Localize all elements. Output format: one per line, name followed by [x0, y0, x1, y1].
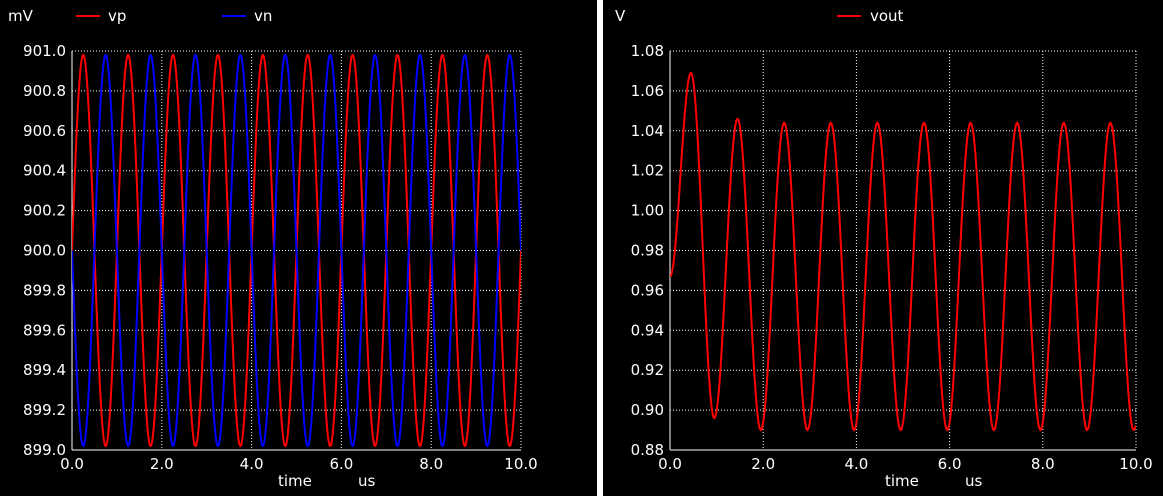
y-tick-label: 899.0: [23, 441, 66, 459]
x-tick-label: 6.0: [938, 455, 962, 473]
x-tick-label: 0.0: [658, 455, 682, 473]
x-tick-label: 2.0: [751, 455, 775, 473]
y-tick-label: 899.8: [23, 281, 66, 299]
x-tick-label: 6.0: [329, 455, 353, 473]
y-tick-label: 0.92: [631, 361, 664, 379]
x-tick-label: 10.0: [504, 455, 537, 473]
y-tick-label: 900.6: [23, 122, 66, 140]
chart-panel-vp-vn: mV vp vn time us 899.0 899.2 899.4 899.6 899…: [0, 0, 597, 496]
y-tick-label: 899.2: [23, 401, 66, 419]
series-line-vout: [670, 71, 1136, 432]
x-axis-unit: us: [358, 472, 376, 490]
y-tick-label: 0.94: [631, 321, 664, 339]
chart-panel-vout: V vout time us 0.88 0.90 0.92 0.94 0.96 0.98 1…: [603, 0, 1163, 496]
y-tick-label: 0.98: [631, 242, 664, 260]
y-tick-label: 900.0: [23, 242, 66, 260]
legend-label-vout: vout: [870, 7, 904, 25]
x-axis-unit: us: [965, 472, 983, 490]
x-tick-label: 4.0: [240, 455, 264, 473]
y-tick-label: 1.04: [631, 122, 664, 140]
x-tick-label: 10.0: [1119, 455, 1152, 473]
y-tick-label: 1.00: [631, 202, 664, 220]
x-tick-label: 8.0: [1031, 455, 1055, 473]
y-tick-label: 1.08: [631, 42, 664, 60]
y-tick-label: 1.06: [631, 82, 664, 100]
legend-label-vp: vp: [108, 7, 126, 25]
x-tick-label: 0.0: [60, 455, 84, 473]
x-tick-label: 8.0: [419, 455, 443, 473]
x-tick-label: 2.0: [150, 455, 174, 473]
y-tick-label: 900.2: [23, 202, 66, 220]
y-tick-label: 899.4: [23, 361, 66, 379]
y-tick-label: 0.96: [631, 281, 664, 299]
y-tick-label: 0.90: [631, 401, 664, 419]
y-tick-label: 901.0: [23, 42, 66, 60]
y-tick-label: 900.4: [23, 162, 66, 180]
y-tick-label: 899.6: [23, 321, 66, 339]
series-line-vn: [72, 53, 521, 448]
x-axis-label: time: [278, 472, 312, 490]
chart-vp-vn: mV vp vn time us 899.0 899.2 899.4 899.6 899…: [8, 7, 538, 490]
y-unit-label: V: [615, 7, 626, 25]
y-tick-label: 0.88: [631, 441, 664, 459]
x-tick-label: 4.0: [844, 455, 868, 473]
chart-vout: V vout time us 0.88 0.90 0.92 0.94 0.96 0.98 1…: [615, 7, 1153, 490]
x-axis-label: time: [885, 472, 919, 490]
y-unit-label: mV: [8, 7, 34, 25]
y-tick-label: 1.02: [631, 162, 664, 180]
y-tick-label: 900.8: [23, 82, 66, 100]
legend-label-vn: vn: [254, 7, 272, 25]
